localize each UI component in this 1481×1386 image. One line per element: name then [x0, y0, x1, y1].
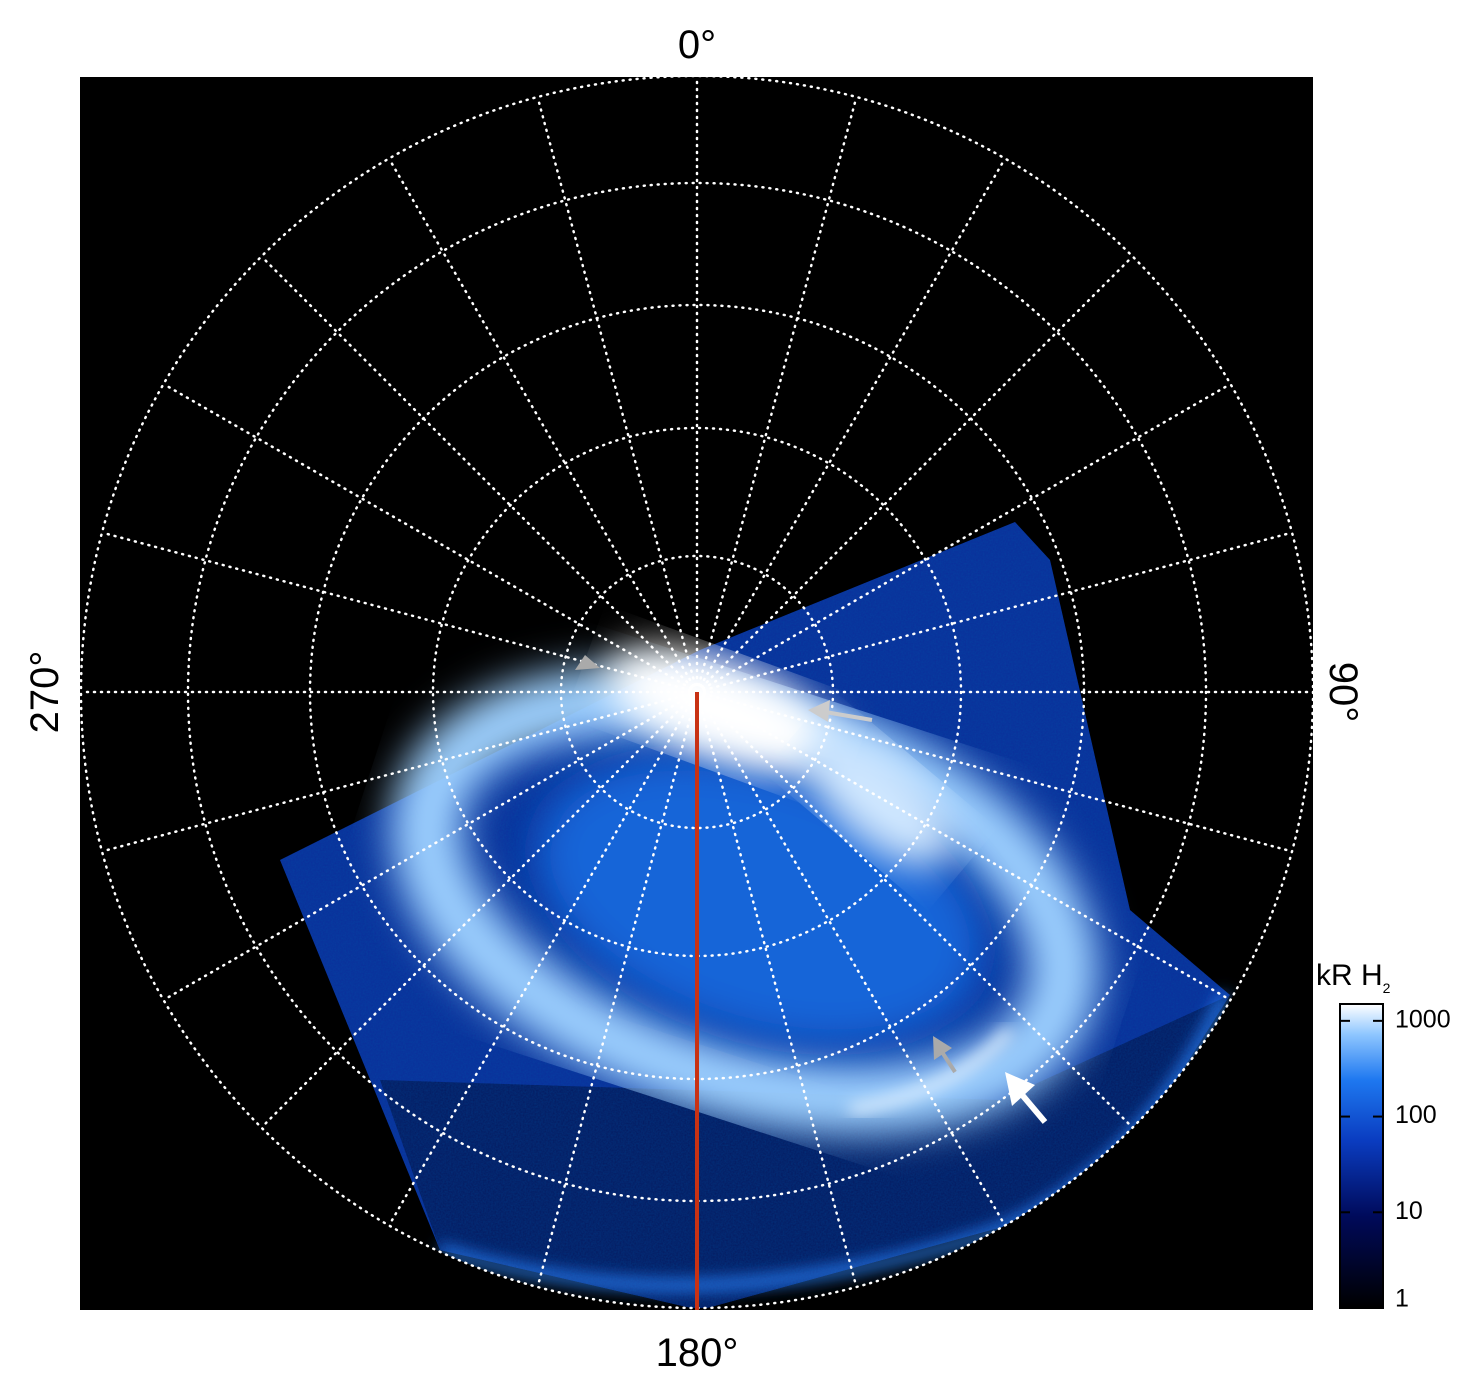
colorbar-label-text: kR H	[1316, 959, 1383, 992]
angle-label: 90°	[1321, 662, 1365, 723]
longitude-line	[536, 690, 699, 1289]
longitude-line	[162, 690, 699, 1002]
longitude-line	[260, 255, 699, 694]
colorbar-label-subscript: 2	[1383, 980, 1391, 996]
latitude-circle	[559, 554, 835, 830]
colorbar-tick-label: 1	[1395, 1285, 1409, 1313]
longitude-line	[695, 157, 1007, 694]
colorbar-tick-label: 1000	[1395, 1005, 1451, 1033]
longitude-line	[260, 690, 699, 1129]
longitude-line	[695, 690, 1007, 1227]
arrow	[575, 655, 600, 670]
longitude-line	[695, 690, 1134, 1129]
longitude-line	[695, 690, 1232, 1002]
angle-label: 180°	[656, 1331, 739, 1375]
longitude-line	[387, 157, 699, 694]
angle-label: 0°	[678, 23, 716, 67]
colorbar-ticks: 1 10 100 1000	[1340, 1005, 1451, 1313]
longitude-line	[695, 690, 858, 1289]
colorbar-tick-label: 100	[1395, 1101, 1437, 1129]
longitude-line	[100, 690, 699, 853]
colorbar	[1339, 1003, 1384, 1309]
aurora-image	[80, 77, 1313, 1310]
angle-label: 270°	[23, 651, 67, 734]
longitude-line	[695, 531, 1294, 694]
longitude-line	[162, 382, 699, 694]
longitude-line	[695, 255, 1134, 694]
arrow	[808, 700, 873, 722]
polar-grid	[80, 77, 1313, 1310]
longitude-line	[695, 690, 1294, 853]
longitude-line	[387, 690, 699, 1227]
arrow	[1005, 1072, 1048, 1124]
longitude-line	[695, 95, 858, 694]
longitude-line	[100, 531, 699, 694]
arrow	[933, 1036, 957, 1074]
longitude-line	[695, 382, 1232, 694]
colorbar-label: kR H2	[1316, 959, 1391, 996]
longitude-line	[536, 95, 699, 694]
colorbar-tick-label: 10	[1395, 1197, 1423, 1225]
